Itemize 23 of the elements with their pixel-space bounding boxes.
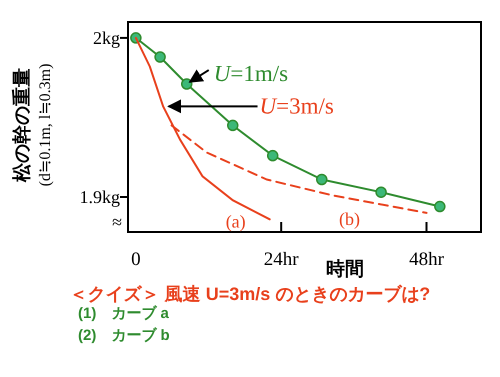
- annotation: U=3m/s: [167, 93, 334, 118]
- title: ＜クイズ＞ 風速 U=3m/s のときのカーブは?: [70, 284, 430, 304]
- series-label: (b): [339, 208, 360, 229]
- point: [434, 200, 446, 212]
- series-label: (a): [226, 211, 246, 232]
- x-tick-label: 48hr: [409, 249, 445, 270]
- x-tick-label: 24hr: [264, 249, 300, 270]
- point: [316, 174, 328, 186]
- ylabel: 松の幹の重量 (d≒0.1m, l≒0.3m): [12, 64, 54, 186]
- annotation: (2) カーブ b: [78, 327, 170, 344]
- annotation: ≈: [112, 212, 122, 232]
- x-tick-label: 0: [131, 249, 141, 270]
- point: [154, 51, 166, 63]
- point: [266, 150, 278, 162]
- point: [375, 186, 387, 198]
- y-tick-label: 1.9kg: [80, 187, 120, 207]
- y-tick-label: 2kg: [93, 28, 120, 48]
- series-label: U=1m/s: [214, 61, 288, 86]
- annotation: U=3m/s: [260, 93, 334, 118]
- x-axis-title: 時間: [326, 258, 364, 280]
- point: [180, 78, 192, 90]
- annotation: (1) カーブ a: [78, 305, 169, 322]
- point: [227, 120, 238, 132]
